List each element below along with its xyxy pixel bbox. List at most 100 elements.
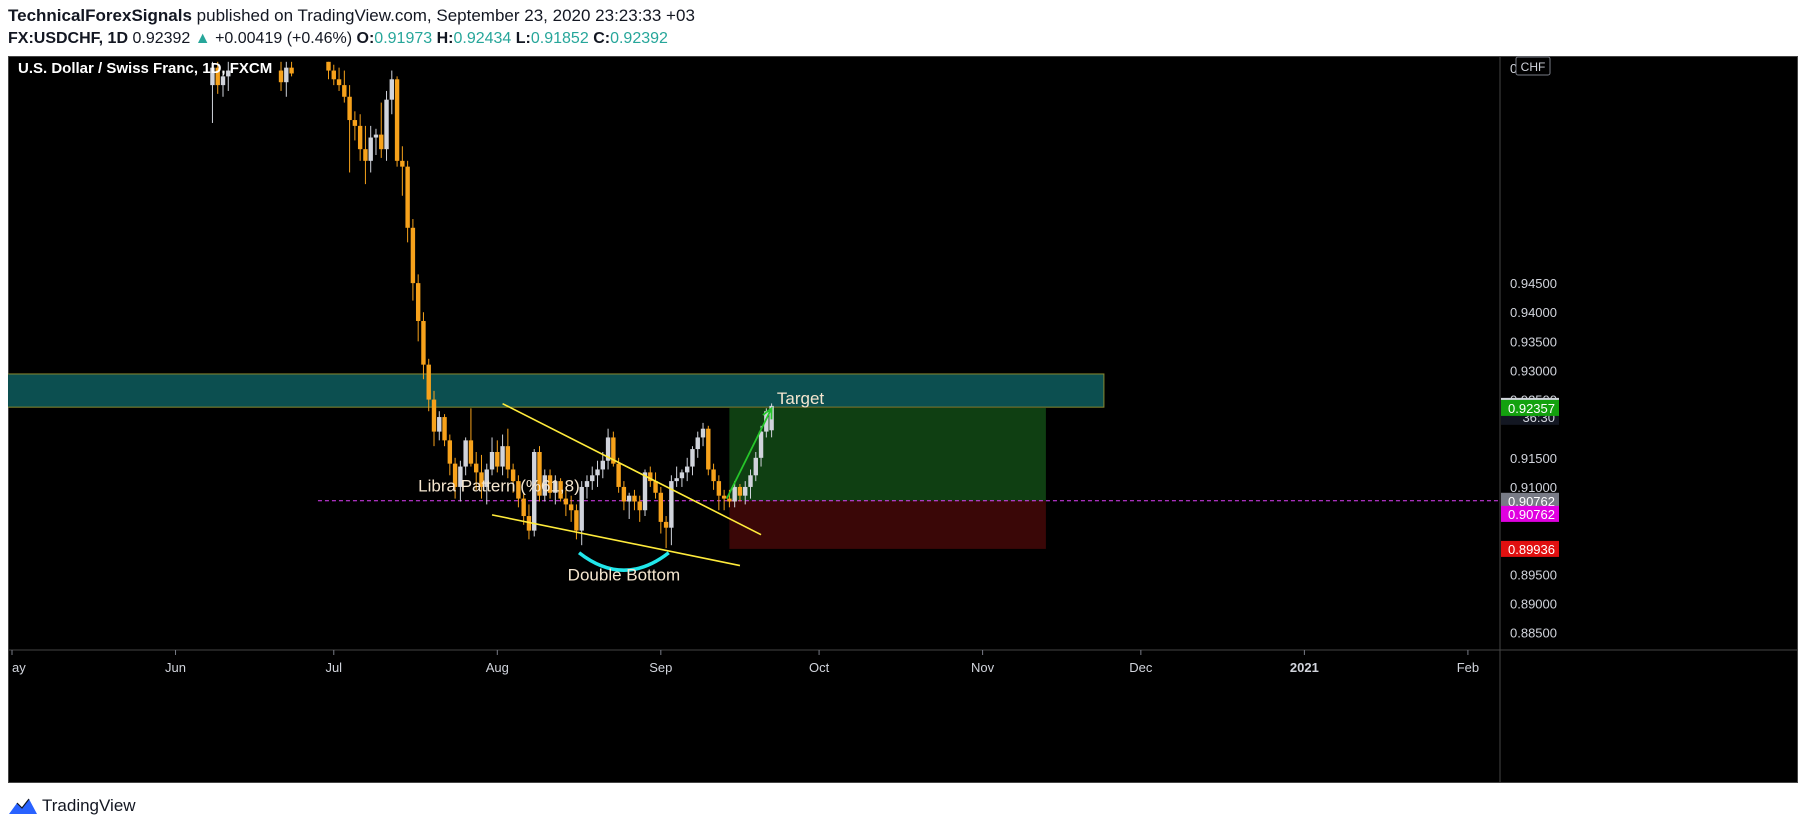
candle-body [648, 472, 653, 482]
candle-body [584, 481, 590, 487]
last-price: 0.92392 [132, 30, 191, 47]
x-tick-label: Sep [649, 660, 672, 675]
lower-trendline [491, 514, 741, 567]
candle-body [489, 452, 495, 470]
candle-body [463, 440, 468, 467]
candle-body [748, 475, 753, 487]
candle-body [553, 481, 558, 493]
candle-body [558, 481, 563, 499]
x-tick-label: Dec [1129, 660, 1153, 675]
candle-body [616, 463, 621, 487]
candle-body [663, 521, 669, 528]
candle-body [642, 472, 648, 511]
candle-body [526, 516, 532, 531]
candle-body [331, 70, 336, 80]
upper-trendline [502, 402, 762, 536]
time-axis: ay Jun Jul Aug Sep Oct Nov Dec 2021 Feb [11, 650, 1479, 675]
arrow-head [762, 406, 773, 420]
candle-body [590, 475, 595, 482]
currency-label: CHF [1521, 60, 1546, 74]
chart-header: TechnicalForexSignals published on Tradi… [8, 0, 1798, 56]
loss-zone [729, 500, 1046, 549]
candle-body [537, 452, 542, 496]
candle-body [653, 481, 658, 493]
close-value: 0.92392 [610, 30, 668, 47]
price-label-badge [1501, 505, 1559, 522]
candle-body [753, 457, 758, 476]
candle-body [442, 417, 447, 441]
target-arrow [725, 407, 773, 499]
price-chart[interactable]: Target Libra Pattern (%61,8) Double Bottom… [8, 56, 1798, 783]
candle-body [342, 85, 347, 97]
candle-body [695, 437, 700, 450]
candle-body [284, 67, 289, 83]
candle-body [637, 501, 642, 511]
candle-body [669, 481, 674, 528]
candle-body [384, 99, 389, 150]
x-tick-label: Nov [971, 660, 995, 675]
candle-body [632, 495, 637, 502]
candle-body [568, 504, 574, 511]
open-label: O: [356, 30, 375, 47]
candle-body [706, 428, 711, 470]
candle-body [220, 76, 226, 86]
x-tick-label: Jun [165, 660, 186, 675]
open-value: 0.91973 [374, 30, 433, 47]
price-label-badge [1501, 540, 1559, 557]
candle-body [690, 449, 695, 467]
y-tick-label: 0.91500 [1510, 451, 1557, 466]
high-label: H: [436, 30, 454, 47]
low-value: 0.91852 [530, 30, 589, 47]
candle-body [532, 452, 537, 531]
footer: TradingView [8, 788, 408, 824]
supply-zone [8, 373, 1105, 408]
candle-body [421, 320, 426, 365]
price-label: 0.89936 [1508, 542, 1555, 557]
symbol-label: FX:USDCHF, 1D [8, 30, 129, 47]
candle-body [542, 475, 547, 496]
candle-body [468, 440, 474, 464]
candle-body [758, 431, 764, 458]
plot-area: Target Libra Pattern (%61,8) Double Bottom… [8, 60, 1500, 585]
ohlc-line: FX:USDCHF, 1D 0.92392 ▲ +0.00419 (+0.46%… [8, 30, 668, 48]
up-arrow-icon: ▲ [194, 30, 211, 47]
candle-body [426, 364, 431, 400]
publish-info: published on TradingView.com, September … [196, 6, 695, 25]
candle-body [368, 137, 373, 161]
candle-body [495, 452, 500, 467]
author-name[interactable]: TechnicalForexSignals [8, 6, 192, 25]
candle-body [447, 440, 453, 464]
y-tick-label: 0.89500 [1510, 567, 1557, 582]
price-change: +0.00419 (+0.46%) [215, 30, 353, 47]
candle-body [700, 428, 706, 438]
y-tick-label: 0.91000 [1510, 480, 1557, 495]
candle-body [405, 166, 410, 228]
candle-body [415, 283, 421, 321]
candle-body [574, 510, 579, 531]
candle-body [474, 463, 479, 473]
x-tick-label: ay [12, 660, 26, 675]
candle-body [727, 498, 732, 502]
target-label: Target [777, 389, 825, 408]
candle-body [278, 70, 284, 83]
candle-body [674, 478, 679, 482]
y-tick-partial: 0 [1510, 61, 1517, 76]
candle-body [611, 437, 616, 464]
currency-badge [1515, 56, 1551, 76]
candle-body [484, 469, 489, 487]
price-label: 0.90762 [1508, 507, 1555, 522]
double-bottom-arc [577, 551, 670, 572]
candle-body [595, 469, 600, 476]
tradingview-brand[interactable]: TradingView [42, 796, 136, 815]
candle-body [226, 70, 231, 77]
profit-zone [729, 407, 1046, 501]
x-tick-label: Aug [486, 660, 509, 675]
candle-body [437, 417, 442, 432]
candle-body [711, 469, 716, 482]
candle-body [721, 495, 727, 499]
y-tick-label: 0.93000 [1510, 363, 1557, 378]
tradingview-logo-icon [9, 798, 37, 814]
candle-body [431, 399, 437, 432]
candle-body [215, 67, 220, 86]
candle-body [352, 120, 358, 126]
